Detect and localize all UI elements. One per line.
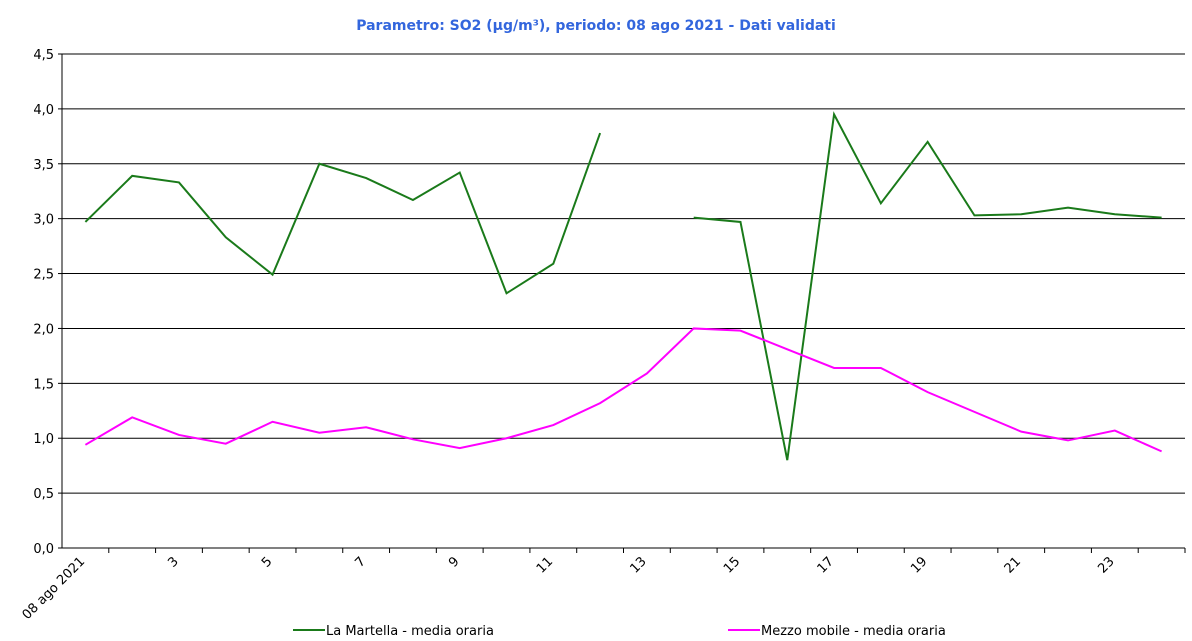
legend-label: La Martella - media oraria: [326, 624, 494, 639]
chart-title: Parametro: SO2 (µg/m³), periodo: 08 ago …: [356, 18, 836, 34]
x-tick-label: 21: [1002, 554, 1024, 576]
x-tick-label: 08 ago 2021: [20, 554, 89, 623]
x-tick-label: 23: [1095, 554, 1117, 576]
legend-label: Mezzo mobile - media oraria: [761, 624, 946, 639]
x-tick-label: 3: [165, 554, 181, 570]
y-tick-label: 0,5: [33, 487, 54, 502]
x-tick-label: 11: [534, 554, 556, 576]
y-tick-label: 0,0: [33, 542, 54, 557]
y-tick-label: 1,5: [33, 377, 54, 392]
y-tick-label: 2,5: [33, 268, 54, 283]
y-tick-label: 2,0: [33, 322, 54, 337]
series-line: [84, 327, 1163, 453]
y-tick-label: 3,0: [33, 213, 54, 228]
series-line: [693, 111, 1162, 461]
y-tick-label: 1,0: [33, 432, 54, 447]
x-tick-label: 13: [627, 554, 649, 576]
series-line: [84, 132, 602, 295]
x-tick-label: 5: [259, 554, 275, 570]
x-tick-label: 17: [815, 554, 837, 576]
y-tick-label: 3,5: [33, 158, 54, 173]
y-tick-label: 4,0: [33, 103, 54, 118]
y-tick-label: 4,5: [33, 48, 54, 63]
x-tick-label: 15: [721, 554, 743, 576]
x-tick-label: 9: [446, 554, 462, 570]
x-tick-label: 19: [908, 554, 930, 576]
x-tick-label: 7: [353, 554, 369, 570]
